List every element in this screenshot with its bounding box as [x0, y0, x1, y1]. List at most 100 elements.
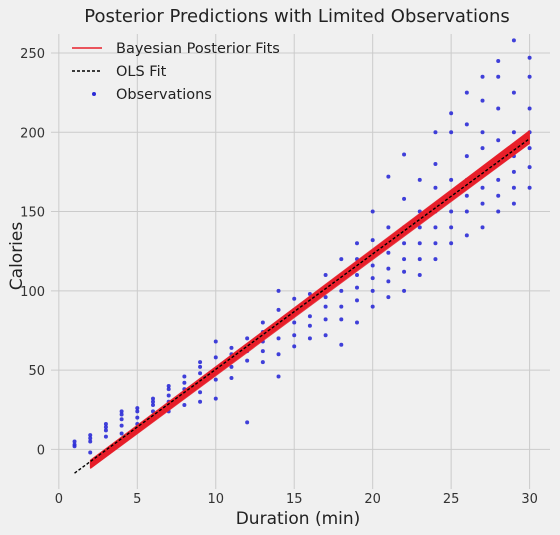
observation-point	[464, 90, 469, 95]
observation-point	[480, 185, 485, 190]
observation-point	[213, 396, 218, 401]
observation-point	[402, 152, 407, 157]
observation-point	[260, 349, 265, 354]
observation-point	[496, 74, 501, 79]
x-tick-label: 0	[55, 492, 63, 507]
y-tick-label: 200	[20, 126, 45, 141]
observation-point	[527, 106, 532, 111]
observation-point	[229, 364, 234, 369]
y-tick-label: 50	[28, 364, 45, 379]
posterior-fits-series	[89, 130, 530, 469]
observation-point	[386, 174, 391, 179]
observation-point	[323, 304, 328, 309]
observation-point	[402, 257, 407, 262]
observation-point	[496, 177, 501, 182]
observation-point	[464, 233, 469, 238]
observation-point	[72, 442, 77, 447]
observation-point	[354, 272, 359, 277]
observation-point	[433, 241, 438, 246]
observation-point	[449, 209, 454, 214]
observation-point	[88, 436, 93, 441]
observation-point	[72, 439, 77, 444]
observation-point	[292, 320, 297, 325]
observation-point	[245, 420, 250, 425]
observation-point	[417, 225, 422, 230]
legend-ols-label: OLS Fit	[116, 64, 167, 80]
observation-point	[88, 439, 93, 444]
observation-point	[339, 304, 344, 309]
y-tick-label: 100	[20, 285, 45, 300]
observation-point	[417, 241, 422, 246]
legend: Bayesian Posterior Fits OLS Fit Observat…	[72, 41, 280, 103]
observation-point	[527, 165, 532, 170]
observation-point	[386, 250, 391, 255]
y-tick-label: 0	[37, 443, 45, 458]
observation-point	[229, 345, 234, 350]
observation-point	[417, 177, 422, 182]
ols-fit-series	[74, 138, 531, 474]
posterior-fit-line	[89, 132, 530, 461]
x-tick-label: 15	[286, 492, 303, 507]
legend-posterior-label: Bayesian Posterior Fits	[116, 41, 280, 57]
observation-point	[103, 434, 108, 439]
observation-point	[135, 406, 140, 411]
observation-point	[292, 344, 297, 349]
chart-title: Posterior Predictions with Limited Obser…	[84, 6, 510, 27]
observation-point	[339, 288, 344, 293]
observation-point	[370, 276, 375, 281]
observation-point	[276, 336, 281, 341]
observation-point	[511, 169, 516, 174]
observation-point	[166, 383, 171, 388]
x-tick-label: 20	[364, 492, 381, 507]
y-axis-label: Calories	[7, 222, 27, 291]
observation-point	[88, 433, 93, 438]
observation-point	[386, 266, 391, 271]
observation-point	[307, 323, 312, 328]
x-tick-label: 5	[133, 492, 141, 507]
observation-point	[527, 74, 532, 79]
observation-point	[449, 111, 454, 116]
x-tick-label: 25	[443, 492, 460, 507]
observation-point	[480, 225, 485, 230]
observation-point	[276, 307, 281, 312]
observation-point	[449, 241, 454, 246]
observation-point	[198, 390, 203, 395]
observation-point	[511, 130, 516, 135]
observation-point	[119, 417, 124, 422]
observation-point	[198, 360, 203, 365]
observation-point	[496, 58, 501, 63]
y-tick-label: 250	[20, 47, 45, 62]
observation-point	[198, 399, 203, 404]
observation-point	[511, 201, 516, 206]
ols-fit-line	[74, 138, 531, 474]
observation-point	[527, 146, 532, 151]
observation-point	[370, 238, 375, 243]
observation-point	[386, 279, 391, 284]
observation-point	[496, 209, 501, 214]
observation-point	[339, 342, 344, 347]
observation-point	[182, 380, 187, 385]
observation-point	[88, 450, 93, 455]
observation-point	[449, 225, 454, 230]
observation-point	[198, 364, 203, 369]
observation-point	[135, 415, 140, 420]
observation-point	[464, 193, 469, 198]
observation-point	[464, 209, 469, 214]
observation-point	[402, 269, 407, 274]
observation-point	[166, 393, 171, 398]
observation-point	[354, 241, 359, 246]
observation-point	[433, 130, 438, 135]
observation-point	[245, 336, 250, 341]
observation-point	[292, 296, 297, 301]
observation-point	[307, 314, 312, 319]
grid-lines	[51, 34, 550, 489]
observation-point	[150, 402, 155, 407]
observation-point	[135, 409, 140, 414]
observation-point	[213, 339, 218, 344]
observation-point	[496, 138, 501, 143]
observation-point	[464, 122, 469, 127]
observation-point	[417, 257, 422, 262]
observation-point	[276, 288, 281, 293]
observation-point	[276, 352, 281, 357]
observation-point	[307, 336, 312, 341]
